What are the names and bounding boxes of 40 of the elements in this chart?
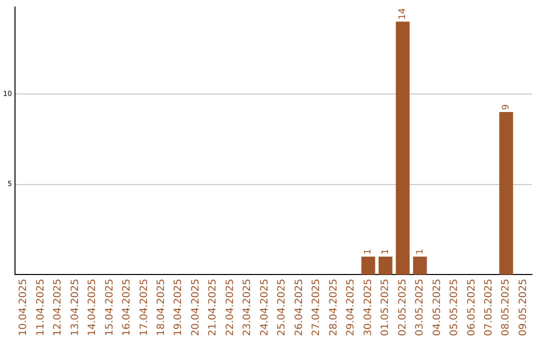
x-tick-label: 30.04.2025 — [362, 278, 374, 336]
bar — [361, 256, 376, 275]
bar — [378, 256, 392, 275]
x-tick-label: 16.04.2025 — [122, 278, 133, 336]
x-tick-label: 24.04.2025 — [259, 278, 270, 336]
data-label: 1 — [415, 248, 426, 255]
x-tick-label: 03.05.2025 — [414, 278, 426, 336]
x-tick-label: 23.04.2025 — [242, 278, 254, 336]
x-tick-label: 14.04.2025 — [87, 278, 98, 336]
x-tick-label: 09.05.2025 — [518, 278, 529, 336]
x-tick-label: 12.04.2025 — [52, 278, 64, 336]
bar — [396, 22, 410, 275]
x-tick-label: 01.05.2025 — [380, 278, 392, 336]
x-tick-label: 07.05.2025 — [484, 278, 495, 336]
x-tick-label: 17.04.2025 — [138, 278, 150, 336]
x-tick-label: 22.04.2025 — [224, 278, 236, 336]
x-tick-label: 11.04.2025 — [35, 278, 46, 336]
data-label: 14 — [398, 8, 408, 20]
x-tick-label: 18.04.2025 — [156, 278, 168, 336]
data-label: 1 — [364, 248, 374, 255]
x-tick-label: 29.04.2025 — [346, 278, 357, 336]
x-tick-label: 19.04.2025 — [173, 278, 184, 336]
x-tick-label: 26.04.2025 — [294, 278, 305, 336]
x-tick-label: 08.05.2025 — [500, 278, 512, 336]
x-tick-label: 05.05.2025 — [449, 278, 460, 336]
data-label: 9 — [501, 104, 512, 110]
x-tick-label: 15.04.2025 — [104, 278, 116, 336]
x-tick-label: 20.04.2025 — [190, 278, 202, 336]
x-tick-label: 02.05.2025 — [397, 278, 408, 336]
x-tick-label: 21.04.2025 — [208, 278, 219, 336]
x-tick-label: 06.05.2025 — [466, 278, 478, 336]
x-tick-label: 25.04.2025 — [276, 278, 288, 336]
bar — [413, 256, 427, 275]
bar — [499, 112, 514, 275]
x-tick-label: 13.04.2025 — [70, 278, 81, 336]
x-tick-label: 04.05.2025 — [432, 278, 443, 336]
data-label: 1 — [380, 248, 391, 255]
x-tick-label: 10.04.2025 — [18, 278, 30, 336]
x-tick-label: 27.04.2025 — [311, 278, 322, 336]
x-tick-label: 28.04.2025 — [328, 278, 340, 336]
